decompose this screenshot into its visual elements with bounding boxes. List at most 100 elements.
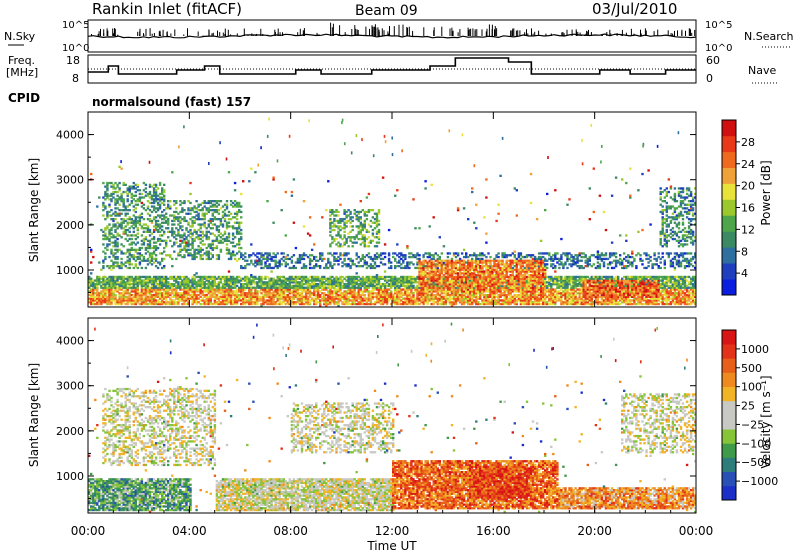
heatmap-cell	[191, 302, 194, 306]
heatmap-cell	[343, 230, 346, 233]
heatmap-cell	[116, 201, 119, 205]
heatmap-cell	[150, 210, 154, 214]
heatmap-cell	[92, 284, 95, 288]
heatmap-cell	[460, 252, 464, 255]
heatmap-cell	[325, 277, 328, 280]
heatmap-cell	[290, 302, 294, 306]
heatmap-cell	[270, 279, 273, 282]
heatmap-cell	[355, 295, 358, 298]
heatmap-cell	[197, 250, 200, 253]
heatmap-cell	[92, 255, 95, 259]
heatmap-cell	[140, 299, 144, 302]
heatmap-cell	[116, 183, 119, 186]
heatmap-cell	[233, 302, 237, 306]
heatmap-cell	[183, 297, 186, 300]
heatmap-cell	[171, 284, 174, 288]
heatmap-cell	[296, 284, 300, 288]
heatmap-cell	[148, 219, 152, 223]
heatmap-cell	[156, 292, 160, 295]
heatmap-cell	[219, 295, 223, 298]
heatmap-cell	[150, 221, 154, 224]
heatmap-cell	[108, 283, 111, 286]
heatmap-cell	[175, 216, 178, 219]
heatmap-cell	[116, 302, 119, 306]
heatmap-cell	[148, 214, 152, 217]
heatmap-cell	[136, 232, 139, 235]
heatmap-cell	[229, 241, 233, 244]
heatmap-cell	[353, 299, 356, 302]
heatmap-cell	[246, 301, 249, 304]
heatmap-cell	[217, 212, 221, 215]
heatmap-cell	[108, 301, 111, 304]
heatmap-cell	[88, 283, 91, 286]
heatmap-cell	[185, 281, 188, 284]
heatmap-cell	[313, 275, 316, 279]
heatmap-cell	[183, 281, 186, 284]
heatmap-cell	[146, 275, 150, 279]
heatmap-cell	[158, 225, 162, 228]
heatmap-cell	[343, 221, 346, 224]
heatmap-cell	[185, 286, 188, 289]
heatmap-cell	[244, 302, 247, 306]
heatmap-cell	[262, 297, 265, 300]
heatmap-cell	[339, 252, 342, 255]
heatmap-cell	[290, 255, 294, 259]
heatmap-cell	[112, 192, 115, 196]
heatmap-cell	[235, 221, 239, 224]
heatmap-cell	[313, 277, 316, 280]
heatmap-cell	[154, 292, 158, 295]
heatmap-cell	[158, 302, 162, 306]
heatmap-cell	[329, 252, 332, 255]
heatmap-cell	[161, 201, 164, 205]
heatmap-cell	[323, 283, 326, 286]
heatmap-cell	[254, 290, 257, 293]
heatmap-cell	[339, 293, 342, 297]
heatmap-cell	[209, 245, 212, 248]
heatmap-cell	[124, 302, 127, 306]
heatmap-cell	[158, 275, 162, 279]
heatmap-cell	[227, 248, 231, 251]
heatmap-cell	[440, 252, 443, 255]
heatmap-cell	[235, 295, 239, 298]
heatmap-cell	[244, 292, 247, 295]
heatmap-cell	[270, 277, 273, 280]
heatmap-cell	[300, 266, 304, 270]
heatmap-cell	[114, 288, 117, 291]
heatmap-cell	[203, 252, 206, 255]
heatmap-cell	[140, 297, 144, 300]
heatmap-cell	[152, 286, 156, 289]
heatmap-cell	[242, 279, 245, 282]
heatmap-cell	[92, 290, 95, 293]
heatmap-cell	[280, 302, 283, 306]
heatmap-cell	[227, 290, 231, 293]
heatmap-cell	[124, 228, 127, 232]
heatmap-cell	[146, 295, 150, 298]
heatmap-cell	[264, 293, 267, 297]
heatmap-cell	[205, 237, 208, 241]
heatmap-cell	[122, 286, 125, 289]
heatmap-cell	[221, 293, 225, 297]
heatmap-cell	[231, 232, 235, 235]
heatmap-cell	[132, 234, 135, 237]
heatmap-cell	[325, 302, 328, 306]
heatmap-cell	[357, 279, 360, 282]
heatmap-cell	[215, 218, 219, 221]
heatmap-cell	[331, 284, 334, 288]
heatmap-cell	[148, 183, 152, 186]
heatmap-cell	[345, 216, 348, 219]
heatmap-cell	[118, 189, 121, 192]
heatmap-cell	[238, 225, 241, 228]
heatmap-cell	[252, 292, 255, 295]
heatmap-cell	[313, 299, 316, 302]
heatmap-cell	[238, 250, 241, 253]
heatmap-cell	[100, 295, 103, 298]
heatmap-cell	[181, 283, 184, 286]
heatmap-cell	[144, 290, 148, 293]
heatmap-cell	[347, 277, 350, 280]
heatmap-cell	[102, 209, 105, 212]
heatmap-cell	[156, 293, 160, 297]
heatmap-cell	[308, 290, 312, 293]
heatmap-cell	[110, 275, 113, 279]
heatmap-cell	[116, 194, 119, 197]
heatmap-cell	[142, 279, 146, 282]
